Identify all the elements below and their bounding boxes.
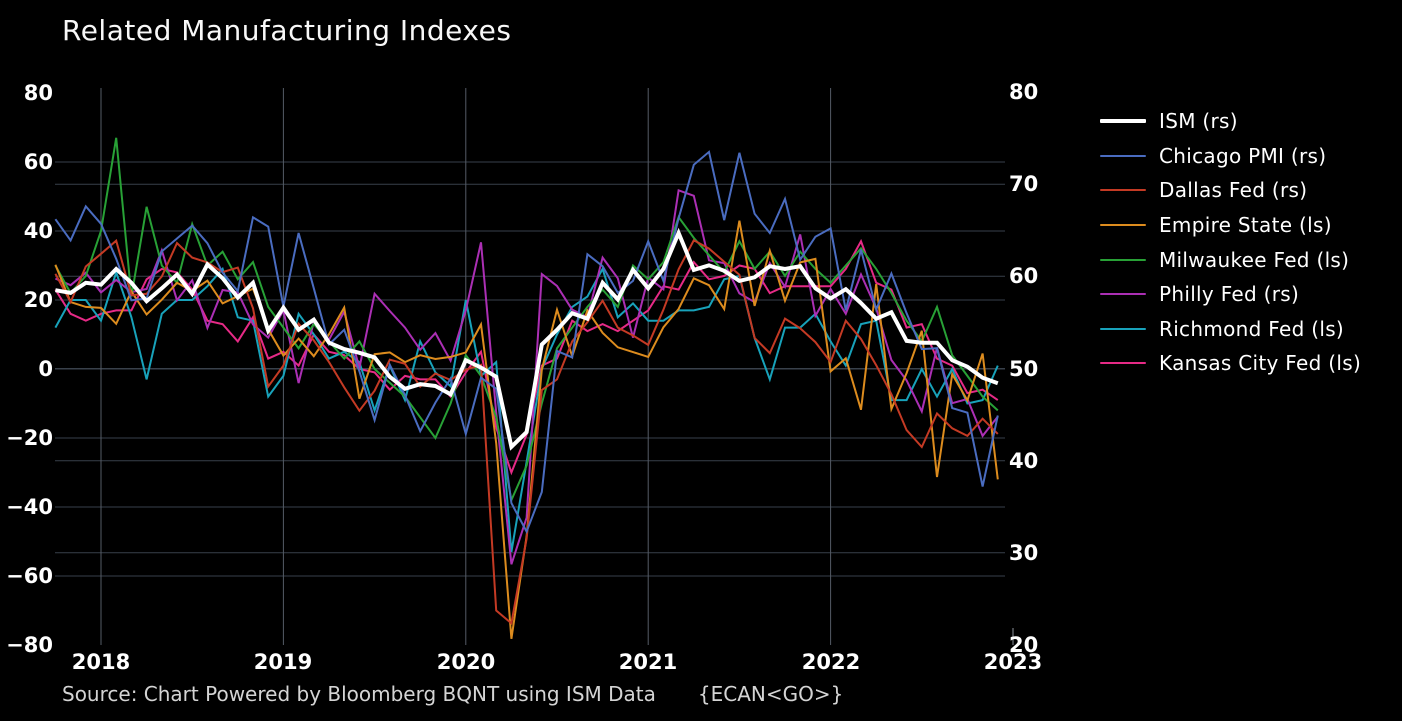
legend-item-label: Milwaukee Fed (ls) <box>1159 247 1350 272</box>
left-axis-tick-label: −60 <box>6 564 53 588</box>
right-axis-tick-label: 20 <box>1009 633 1039 657</box>
legend-item-empire-state: Empire State (ls) <box>1100 208 1361 243</box>
legend-item-ism: ISM (rs) <box>1100 104 1361 139</box>
legend-item-label: Richmond Fed (ls) <box>1159 316 1345 341</box>
legend-item-dallas-fed: Dallas Fed (rs) <box>1100 173 1361 208</box>
legend-item-label: Chicago PMI (rs) <box>1159 143 1327 168</box>
left-axis-tick-label: 60 <box>23 150 53 174</box>
legend-item-philly-fed: Philly Fed (rs) <box>1100 277 1361 312</box>
legend-item-label: Philly Fed (rs) <box>1159 282 1300 307</box>
series-line-chicago-pmi <box>54 150 999 535</box>
legend-item-label: Empire State (ls) <box>1159 213 1332 238</box>
left-axis-tick-label: 80 <box>23 81 53 105</box>
legend-swatch <box>1100 258 1146 261</box>
series-line-philly-fed <box>55 188 999 565</box>
chart-title: Related Manufacturing Indexes <box>62 14 512 47</box>
x-axis-tick-label: 2022 <box>801 650 861 674</box>
left-axis-tick-label: −40 <box>6 495 53 519</box>
left-axis-tick-label: 20 <box>23 288 53 312</box>
right-axis-tick-label: 50 <box>1009 357 1039 381</box>
legend-swatch <box>1100 327 1146 330</box>
series-line-dallas-fed <box>54 238 999 626</box>
terminal-code: {ECAN<GO>} <box>697 682 844 706</box>
x-axis-tick-label: 2021 <box>618 650 678 674</box>
legend-item-chicago-pmi: Chicago PMI (rs) <box>1100 139 1361 174</box>
legend-item-label: ISM (rs) <box>1159 109 1238 134</box>
legend-item-label: Kansas City Fed (ls) <box>1159 351 1362 376</box>
x-axis-tick-label: 2020 <box>436 650 496 674</box>
series-line-ism <box>55 227 999 451</box>
right-axis-tick-label: 60 <box>1009 264 1039 288</box>
right-axis-tick-label: 70 <box>1009 172 1039 196</box>
legend-item-richmond-fed: Richmond Fed (ls) <box>1100 312 1361 347</box>
left-axis-tick-label: −20 <box>6 426 53 450</box>
source-line: Source: Chart Powered by Bloomberg BQNT … <box>62 682 843 706</box>
legend: ISM (rs) Chicago PMI (rs) Dallas Fed (rs… <box>1100 104 1361 381</box>
x-axis-tick-label: 2018 <box>71 650 131 674</box>
right-axis-tick-label: 30 <box>1009 541 1039 565</box>
legend-swatch <box>1100 119 1146 124</box>
right-axis-tick-label: 40 <box>1009 449 1039 473</box>
series-line-milwaukee-fed <box>54 137 999 504</box>
left-axis-tick-label: 40 <box>23 219 53 243</box>
legend-swatch <box>1100 189 1146 192</box>
legend-item-kansas-city-fed: Kansas City Fed (ls) <box>1100 346 1361 381</box>
source-text: Source: Chart Powered by Bloomberg BQNT … <box>62 682 656 706</box>
legend-swatch <box>1100 362 1146 365</box>
x-axis-tick-label: 2023 <box>983 650 1043 674</box>
legend-item-label: Dallas Fed (rs) <box>1159 178 1308 203</box>
left-axis-tick-label: −80 <box>6 633 53 657</box>
legend-item-milwaukee-fed: Milwaukee Fed (ls) <box>1100 242 1361 277</box>
right-axis-tick-label: 80 <box>1009 80 1039 104</box>
x-axis-tick-label: 2019 <box>253 650 313 674</box>
legend-swatch <box>1100 293 1146 296</box>
left-axis-tick-label: 0 <box>38 357 53 381</box>
legend-swatch <box>1100 224 1146 227</box>
legend-swatch <box>1100 154 1146 157</box>
